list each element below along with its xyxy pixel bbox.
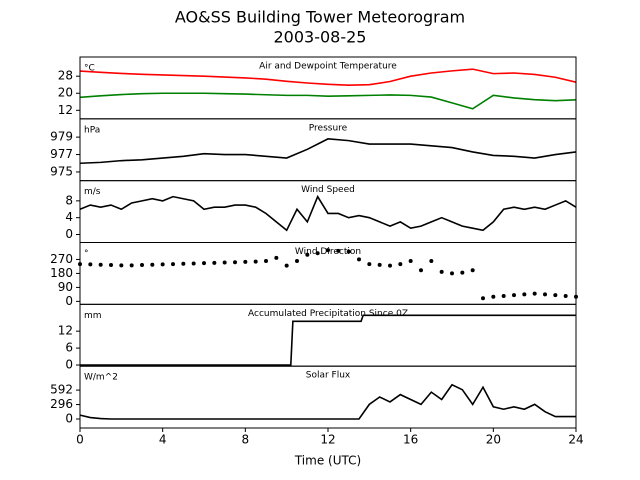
- unit-label: m/s: [84, 187, 101, 197]
- chart-subtitle: 2003-08-25: [274, 28, 367, 47]
- data-point: [532, 291, 537, 296]
- data-point: [253, 259, 258, 264]
- y-tick-label: 8: [65, 193, 73, 207]
- y-tick-label: 6: [65, 341, 73, 355]
- data-line: [79, 138, 577, 165]
- data-point: [305, 252, 310, 257]
- x-tick-label: 12: [320, 433, 335, 447]
- data-point: [264, 258, 268, 263]
- data-point: [522, 292, 527, 297]
- y-tick-label: 0: [65, 227, 73, 241]
- data-point: [233, 260, 237, 265]
- data-point: [98, 262, 103, 267]
- data-point: [553, 293, 558, 298]
- data-point: [429, 258, 434, 263]
- data-point: [326, 248, 330, 253]
- x-tick-label: 16: [403, 433, 418, 447]
- data-point: [419, 268, 423, 273]
- data-point: [129, 263, 134, 268]
- data-point: [295, 258, 299, 263]
- y-tick-label: 0: [65, 358, 73, 372]
- data-point: [140, 263, 144, 268]
- data-point: [512, 293, 516, 298]
- data-point: [191, 261, 196, 266]
- y-tick-label: 12: [58, 103, 73, 117]
- data-line: [79, 383, 576, 420]
- data-point: [119, 263, 124, 268]
- y-tick-label: 975: [50, 164, 73, 178]
- data-point: [563, 293, 568, 298]
- y-tick-label: 977: [50, 147, 73, 161]
- data-point: [284, 263, 289, 268]
- data-point: [439, 269, 444, 274]
- data-point: [543, 292, 547, 297]
- y-tick-label: 4: [65, 210, 73, 224]
- data-point: [88, 262, 93, 267]
- unit-label: mm: [84, 311, 102, 321]
- y-tick-label: 0: [65, 294, 73, 308]
- x-tick-label: 20: [486, 433, 501, 447]
- data-point: [171, 262, 175, 267]
- data-point: [377, 262, 382, 267]
- unit-label: W/m^2: [84, 373, 118, 383]
- unit-label: hPa: [84, 125, 100, 135]
- data-point: [346, 249, 351, 254]
- data-point: [398, 262, 403, 267]
- y-tick-label: 28: [58, 69, 73, 83]
- panel-title: Pressure: [309, 123, 348, 133]
- unit-label: °C: [84, 64, 95, 74]
- x-tick-label: 0: [76, 433, 84, 447]
- x-tick-label: 24: [568, 433, 583, 447]
- panel-title: Solar Flux: [306, 371, 351, 381]
- y-tick-label: 979: [50, 130, 73, 144]
- y-tick-label: 12: [58, 324, 73, 338]
- x-tick-label: 8: [242, 433, 250, 447]
- panel-title: Accumulated Precipitation Since 0Z: [248, 309, 408, 319]
- data-line: [79, 194, 577, 232]
- data-point: [470, 268, 475, 273]
- x-axis-label: Time (UTC): [294, 454, 361, 468]
- y-tick-label: 592: [50, 383, 73, 397]
- data-point: [202, 261, 206, 266]
- panel-title: Wind Speed: [301, 185, 355, 195]
- data-point: [481, 296, 485, 301]
- data-point: [243, 259, 248, 264]
- y-tick-label: 180: [50, 266, 73, 280]
- data-point: [109, 263, 113, 268]
- data-point: [491, 294, 496, 299]
- data-point: [357, 257, 361, 262]
- y-tick-label: 20: [58, 86, 73, 100]
- data-point: [408, 258, 413, 263]
- data-point: [274, 255, 279, 260]
- y-tick-label: 0: [65, 412, 73, 426]
- data-point: [150, 262, 155, 267]
- x-tick-label: 4: [159, 433, 167, 447]
- data-point: [160, 262, 165, 267]
- data-point: [460, 270, 465, 275]
- data-point: [336, 248, 341, 253]
- data-point: [315, 251, 320, 256]
- data-point: [367, 262, 372, 267]
- data-point: [501, 293, 506, 298]
- data-point: [222, 260, 227, 265]
- data-line: [79, 92, 577, 110]
- y-tick-label: 296: [50, 397, 73, 411]
- data-point: [388, 263, 392, 268]
- y-tick-label: 90: [58, 280, 73, 294]
- panel-title: Air and Dewpoint Temperature: [259, 62, 397, 72]
- data-point: [450, 271, 454, 276]
- y-tick-label: 270: [50, 252, 73, 266]
- chart-title: AO&SS Building Tower Meteorogram: [175, 8, 465, 27]
- data-line: [79, 68, 577, 86]
- data-line: [80, 314, 576, 366]
- data-point: [181, 261, 186, 266]
- data-point: [212, 260, 217, 265]
- unit-label: °: [84, 249, 89, 259]
